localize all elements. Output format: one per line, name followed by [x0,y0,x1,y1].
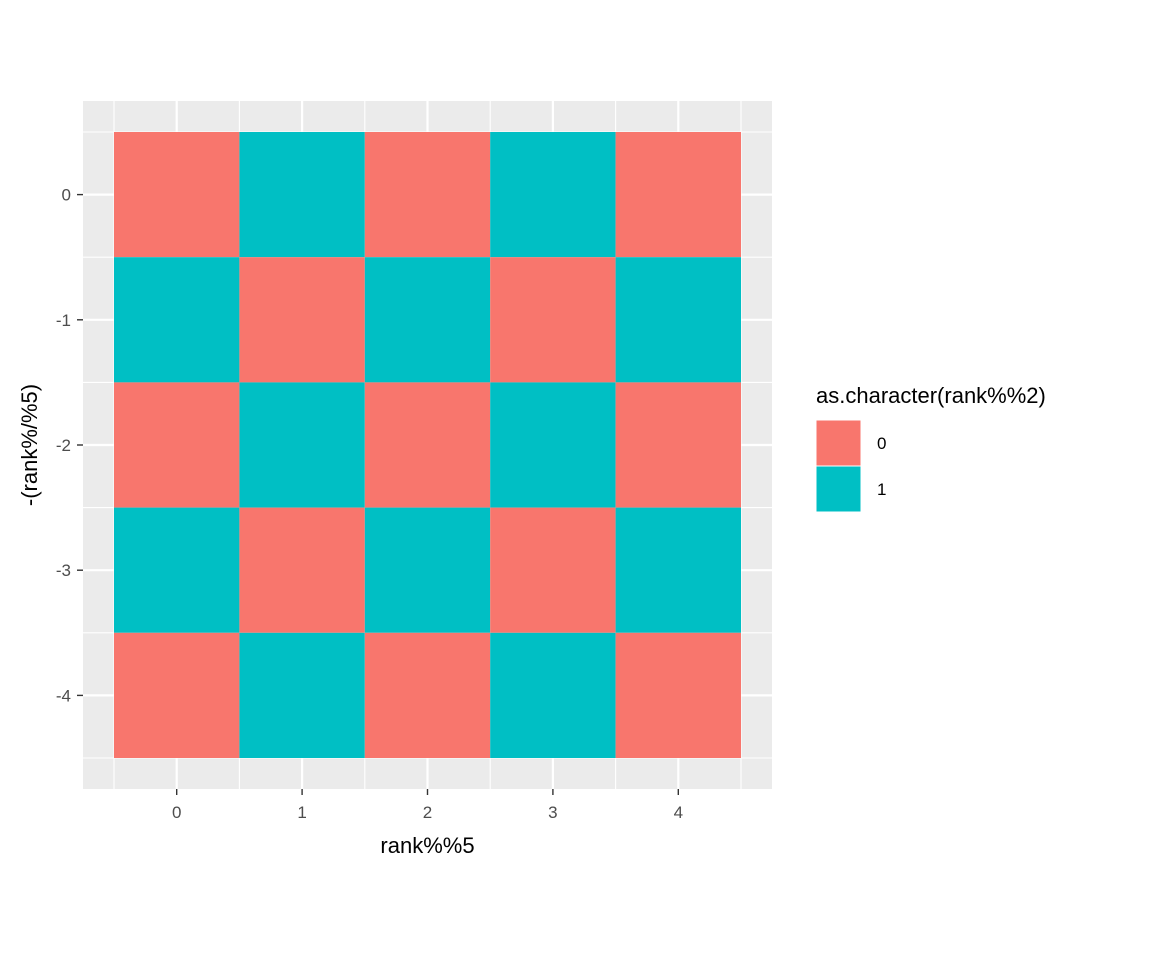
heatmap-cell [114,382,240,508]
heatmap-cell [114,632,240,758]
heatmap-cell [239,132,365,258]
heatmap-cell [114,132,240,258]
x-tick-label: 1 [297,803,306,822]
heatmap-cell [490,257,616,383]
heatmap-cell [490,132,616,258]
y-tick-label: -3 [56,561,71,580]
x-tick-label: 3 [548,803,557,822]
heatmap-cells [114,132,741,758]
heatmap-cell [239,507,365,633]
heatmap-cell [239,257,365,383]
legend-key-label: 1 [877,480,886,499]
x-tick-label: 2 [423,803,432,822]
heatmap-cell [615,632,741,758]
heatmap-cell [364,507,491,633]
heatmap-cell [364,382,491,508]
y-tick-label: -1 [56,311,71,330]
x-axis-ticks: 0 1 2 3 4 [172,789,683,822]
heatmap-cell [615,382,741,508]
heatmap-cell [490,507,616,633]
heatmap-cell [239,382,365,508]
y-tick-label: -2 [56,436,71,455]
legend-key-swatch [815,419,862,467]
x-axis-title: rank%%5 [380,833,474,858]
legend-key-label: 0 [877,434,886,453]
legend-title: as.character(rank%%2) [816,383,1046,408]
heatmap-cell [114,257,240,383]
heatmap-cell [364,132,491,258]
y-tick-label: -4 [56,686,71,705]
x-tick-label: 0 [172,803,181,822]
heatmap-cell [615,257,741,383]
y-axis-ticks: 0 -1 -2 -3 -4 [56,186,83,705]
heatmap-cell [239,632,365,758]
legend-key-swatch [815,465,862,513]
y-axis-title: -(rank%/%5) [17,384,42,506]
heatmap-cell [615,507,741,633]
heatmap-cell [364,257,491,383]
heatmap-cell [114,507,240,633]
heatmap-cell [615,132,741,258]
x-tick-label: 4 [674,803,683,822]
heatmap-cell [490,632,616,758]
heatmap-cell [490,382,616,508]
legend: as.character(rank%%2) 0 1 [815,383,1046,513]
heatmap-cell [364,632,491,758]
y-tick-label: 0 [62,186,71,205]
